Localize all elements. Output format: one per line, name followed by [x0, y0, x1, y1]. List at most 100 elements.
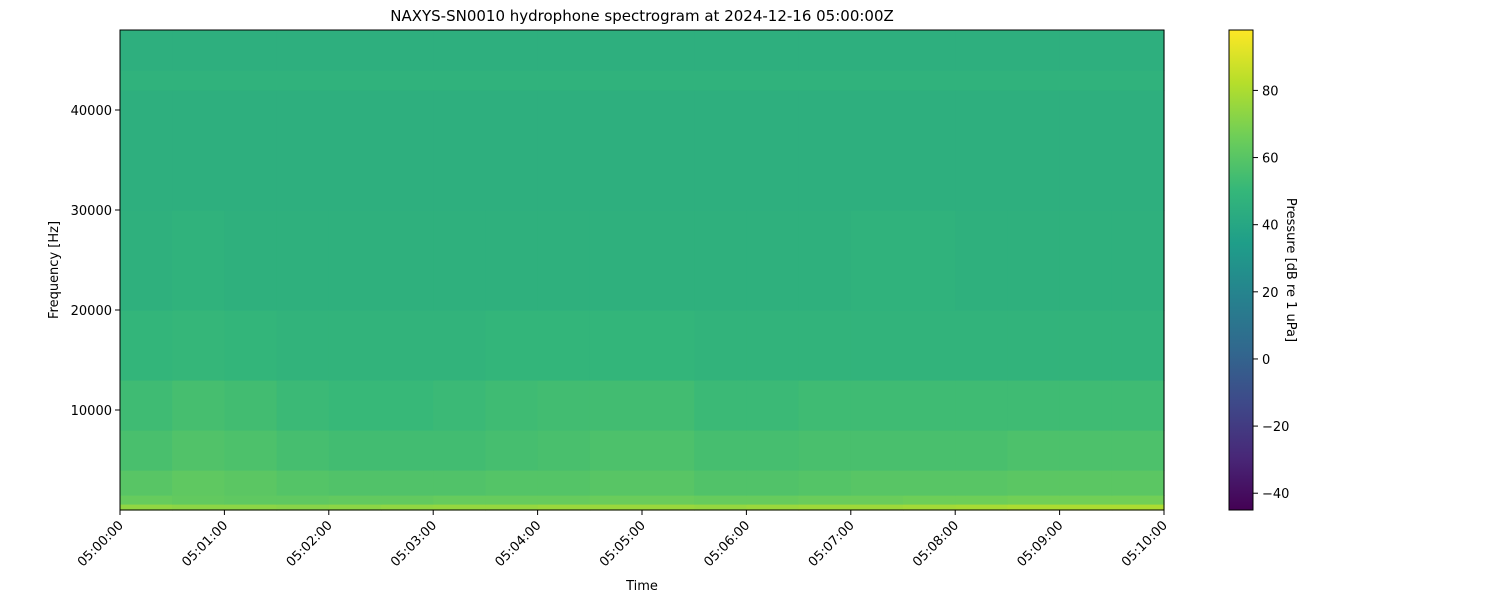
heatmap-cell [746, 90, 800, 211]
heatmap-cell [1059, 470, 1113, 496]
heatmap-cell [120, 504, 173, 511]
heatmap-cell [433, 70, 486, 91]
heatmap-cell [850, 504, 904, 511]
x-tick-label: 05:00:00 [75, 518, 127, 570]
heatmap-cell [1007, 380, 1061, 431]
heatmap-cell [798, 30, 852, 71]
heatmap-cell [798, 380, 852, 431]
heatmap-cell [642, 30, 695, 71]
heatmap-cell [172, 30, 225, 71]
y-tick-label: 20000 [71, 304, 112, 319]
heatmap-cell [537, 210, 591, 311]
heatmap-cell [120, 430, 173, 471]
heatmap-cell [276, 504, 330, 511]
heatmap-cell [433, 504, 486, 511]
heatmap-cell [433, 380, 486, 431]
heatmap-cell [381, 30, 434, 71]
heatmap-cell [381, 495, 434, 505]
heatmap-cell [589, 30, 643, 71]
heatmap-cell [798, 90, 852, 211]
heatmap-cell [850, 495, 904, 505]
heatmap-cell [694, 90, 747, 211]
heatmap-cell [381, 210, 434, 311]
heatmap-cell [381, 380, 434, 431]
y-tick-label: 10000 [71, 404, 112, 419]
heatmap-cell [1059, 30, 1113, 71]
heatmap-cell [224, 90, 278, 211]
heatmap-cell [903, 495, 956, 505]
heatmap-cell [537, 430, 591, 471]
heatmap-cell [694, 495, 747, 505]
heatmap-cell [903, 470, 956, 496]
heatmap-cell [850, 90, 904, 211]
colorbar-tick-label: 60 [1262, 152, 1279, 167]
heatmap-cell [485, 470, 539, 496]
colorbar-tick-label: 80 [1262, 84, 1279, 99]
heatmap-cell [433, 430, 486, 471]
heatmap-cell [694, 380, 747, 431]
heatmap-cell [172, 470, 225, 496]
heatmap-cell [1007, 495, 1061, 505]
heatmap-cell [955, 210, 1008, 311]
heatmap-cell [589, 495, 643, 505]
heatmap-cell [276, 310, 330, 381]
x-axis-label: Time [625, 579, 658, 594]
heatmap-cell [537, 504, 591, 511]
heatmap-cell [589, 430, 643, 471]
heatmap-cell [120, 30, 173, 71]
heatmap-cell [1111, 70, 1165, 91]
heatmap-cell [903, 504, 956, 511]
heatmap-cell [433, 495, 486, 505]
heatmap-cell [1059, 380, 1113, 431]
heatmap-cell [1111, 380, 1165, 431]
heatmap-cell [798, 470, 852, 496]
heatmap-cell [224, 495, 278, 505]
heatmap-cell [850, 210, 904, 311]
heatmap-cell [224, 30, 278, 71]
heatmap-cell [224, 504, 278, 511]
heatmap-cell [850, 310, 904, 381]
heatmap-cell [694, 470, 747, 496]
heatmap-cell [1111, 310, 1165, 381]
heatmap-cell [1059, 504, 1113, 511]
y-tick-label: 40000 [71, 104, 112, 119]
heatmap-cells [120, 30, 1165, 511]
heatmap-cell [381, 310, 434, 381]
heatmap-cell [433, 210, 486, 311]
heatmap-cell [485, 210, 539, 311]
heatmap-cell [328, 210, 382, 311]
heatmap-cell [1111, 210, 1165, 311]
y-axis-label: Frequency [Hz] [47, 221, 62, 319]
heatmap-cell [276, 30, 330, 71]
heatmap-cell [1059, 210, 1113, 311]
heatmap-cell [276, 380, 330, 431]
heatmap-cell [746, 495, 800, 505]
heatmap-cell [1007, 470, 1061, 496]
colorbar-ticks: −40 −20 0 20 40 60 80 [1253, 84, 1289, 502]
heatmap-cell [955, 504, 1008, 511]
x-tick-label: 05:09:00 [1015, 518, 1067, 570]
heatmap-cell [642, 430, 695, 471]
heatmap-cell [1059, 70, 1113, 91]
heatmap-cell [120, 210, 173, 311]
heatmap-cell [172, 210, 225, 311]
heatmap-cell [903, 210, 956, 311]
heatmap-cell [642, 470, 695, 496]
heatmap-cell [746, 210, 800, 311]
heatmap-cell [537, 470, 591, 496]
heatmap-cell [694, 310, 747, 381]
heatmap-cell [850, 470, 904, 496]
heatmap-cell [537, 30, 591, 71]
heatmap-cell [172, 504, 225, 511]
heatmap-cell [224, 70, 278, 91]
heatmap-cell [798, 210, 852, 311]
heatmap-cell [589, 504, 643, 511]
heatmap-cell [798, 495, 852, 505]
heatmap-cell [537, 380, 591, 431]
heatmap-cell [955, 90, 1008, 211]
heatmap-cell [798, 70, 852, 91]
heatmap-cell [485, 430, 539, 471]
heatmap-cell [381, 430, 434, 471]
heatmap-cell [172, 90, 225, 211]
